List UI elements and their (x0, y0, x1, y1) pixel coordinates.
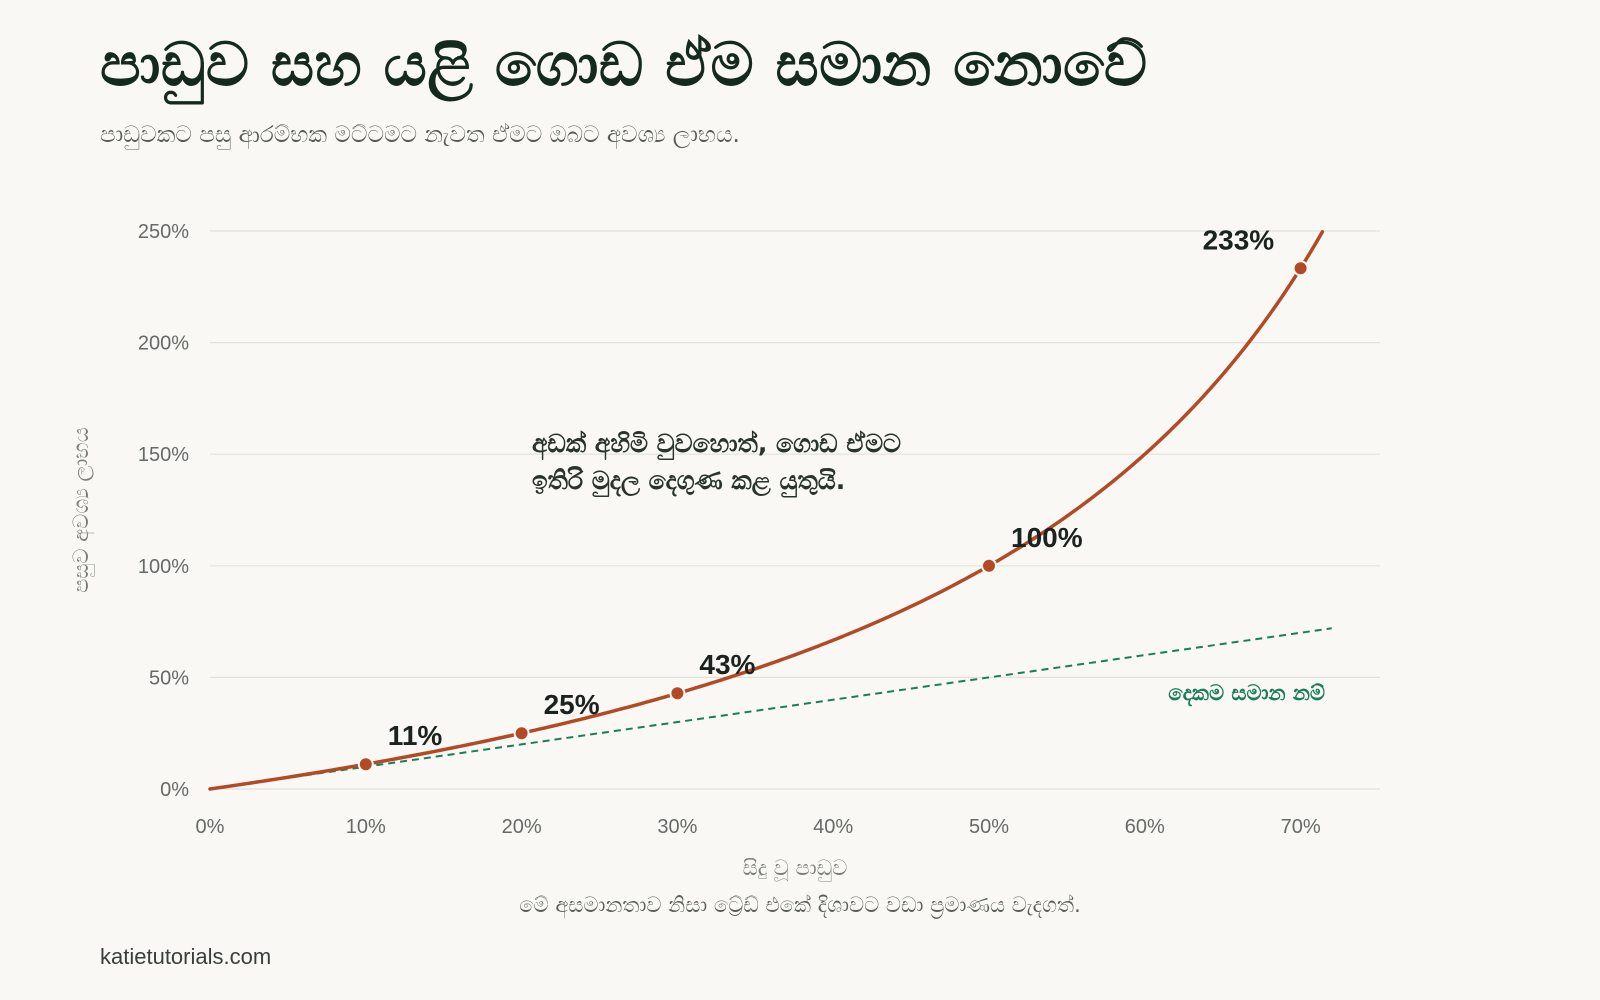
recovery-point (357, 756, 374, 773)
x-tick-label: 10% (346, 816, 386, 838)
x-tick-label: 20% (502, 816, 542, 838)
y-tick-label: 0% (160, 779, 189, 801)
x-axis-label: සිදු වූ පාඩුව (743, 856, 848, 882)
site-credit: katietutorials.com (100, 944, 272, 969)
chart-caption: මේ අසමානතාව නිසා ට්‍රේඩ් එකේ දිශාවට වඩා … (519, 893, 1081, 917)
x-tick-label: 0% (196, 816, 225, 838)
recovery-point (669, 685, 686, 702)
recovery-point (981, 557, 997, 574)
x-tick-label: 50% (969, 816, 1009, 838)
x-axis-ticks: 0% 10% 20% 30% 40% 50% 60% 70% (196, 816, 1321, 838)
x-tick-label: 30% (657, 816, 697, 838)
recovery-point-label: 100% (1011, 522, 1083, 553)
equal-reference-line (209, 627, 1332, 790)
grid-lines (210, 230, 1380, 790)
y-tick-label: 100% (138, 556, 189, 578)
recovery-point-label: 11% (388, 720, 443, 751)
annotation-line-1: අඩක් අහිමි වුවහොත්, ගොඩ ඒමට (532, 429, 901, 461)
y-tick-label: 200% (138, 333, 189, 355)
recovery-point (513, 725, 530, 742)
recovery-points: 11% 25% 43% 100% 233% (357, 224, 1309, 773)
y-tick-label: 150% (138, 444, 189, 466)
recovery-chart: 0% 50% 100% 150% 200% 250% 0% 10% 20% 30% 40% 50% 6… (69, 221, 1380, 882)
x-tick-label: 40% (813, 816, 853, 838)
annotation-line-2: ඉතිරි මුදල දෙගුණ කළ යුතුයි. (532, 466, 845, 498)
y-tick-label: 50% (149, 667, 189, 689)
y-axis-label: පසුව අවශ්‍ය ලාභය (69, 427, 95, 593)
x-tick-label: 70% (1281, 816, 1321, 838)
y-tick-label: 250% (138, 221, 189, 243)
recovery-point-label: 43% (699, 649, 755, 680)
chart-subtitle: පාඩුවකට පසු ආරම්භක මට්ටමට නැවත ඒමට ඔබට අ… (100, 122, 740, 148)
recovery-curve-line (208, 230, 1325, 791)
equal-reference-label: දෙකම සමාන නම් (1168, 681, 1325, 707)
x-tick-label: 60% (1125, 816, 1165, 838)
y-axis-ticks: 0% 50% 100% 150% 200% 250% (138, 221, 189, 801)
recovery-point-label: 25% (544, 689, 600, 720)
chart-title: පාඩුව සහ යළි ගොඩ ඒම සමාන නොවේ (100, 30, 1148, 100)
recovery-point (1292, 260, 1309, 277)
recovery-point-label: 233% (1203, 224, 1275, 255)
